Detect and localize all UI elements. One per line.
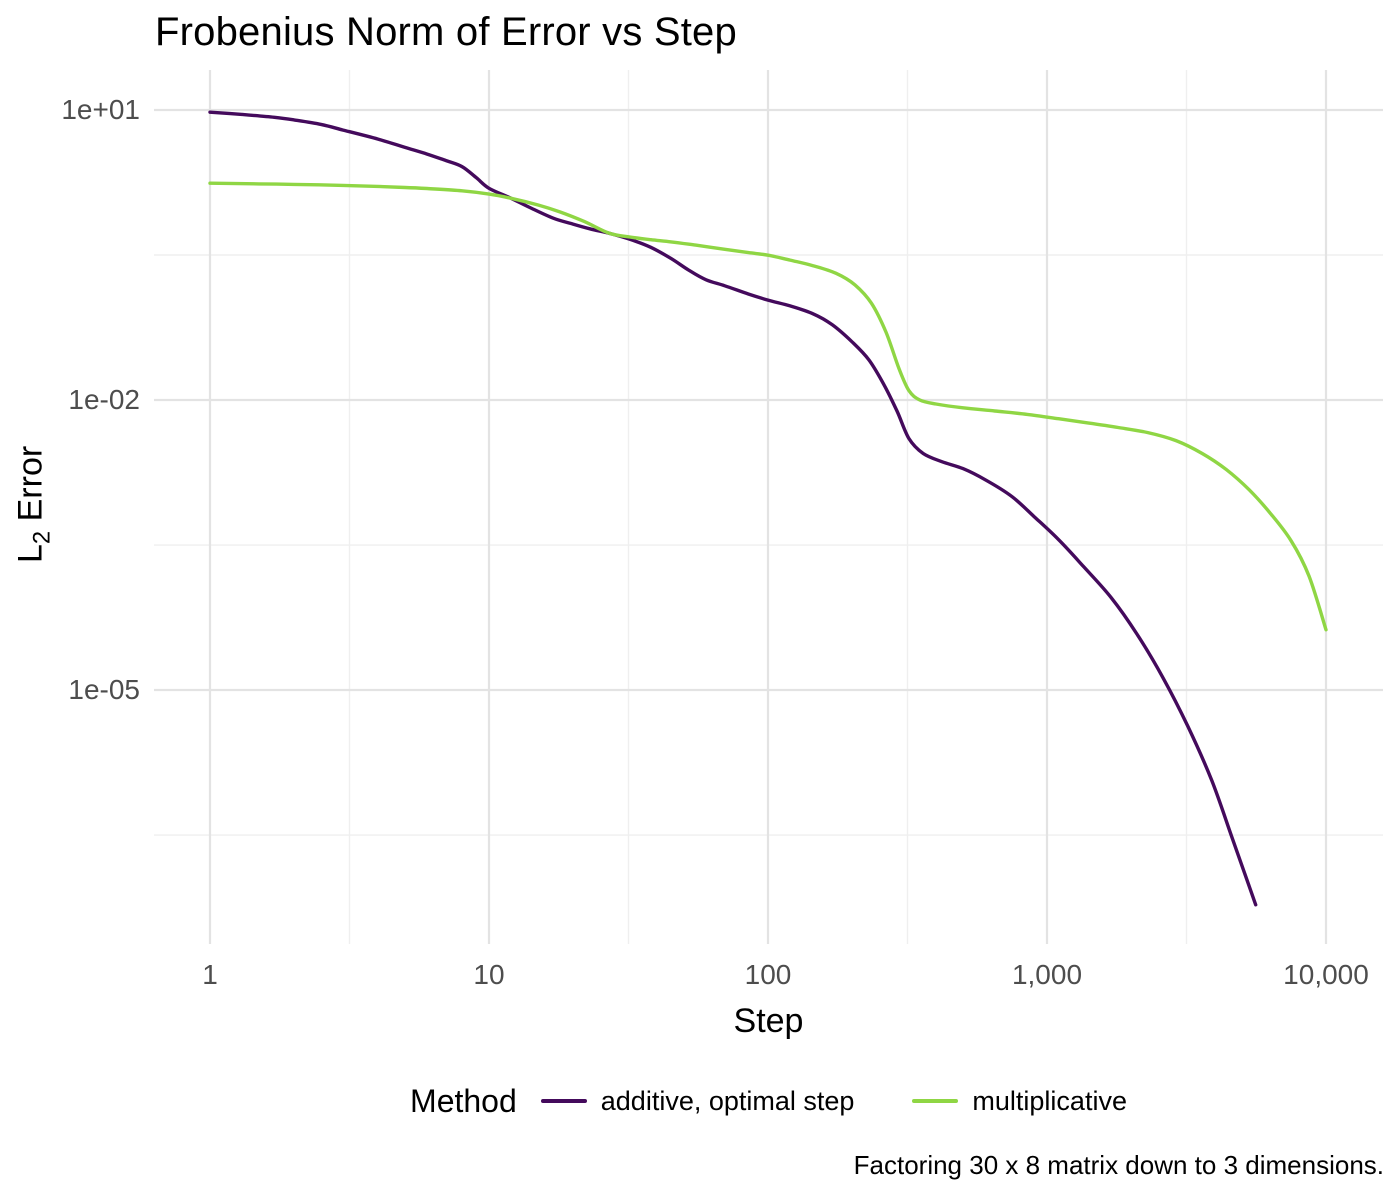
x-tick-label: 10,000 [1283, 959, 1369, 990]
line-additive-optimal-step [208, 110, 1258, 907]
legend-key-line [912, 1099, 959, 1103]
y-axis-title-rest: Error [11, 445, 50, 531]
plot-title: Frobenius Norm of Error vs Step [155, 10, 737, 54]
y-axis-title-subscript: 2 [28, 530, 56, 545]
y-tick-label: 1e+01 [61, 94, 140, 125]
x-axis-title: Step [733, 1002, 804, 1040]
legend-entry-label: additive, optimal step [600, 1085, 855, 1116]
legend-title: Method [410, 1082, 517, 1119]
legend-key-line [540, 1099, 587, 1103]
legend: Method additive, optimal step multiplicat… [154, 1076, 1383, 1126]
gridlines-major [154, 70, 1383, 944]
legend-entry-label: multiplicative [972, 1085, 1127, 1116]
x-tick-label: 100 [744, 959, 792, 990]
series-lines [208, 110, 1328, 907]
y-axis-title: L2 Error [12, 354, 57, 654]
y-tick-label: 1e-05 [68, 674, 140, 706]
y-tick-label: 1e-02 [68, 384, 140, 415]
x-tick-label: 10 [473, 959, 505, 990]
y-axis-title-main: L [11, 544, 50, 563]
legend-entry: multiplicative [912, 1086, 1127, 1117]
x-tick-label: 1,000 [1011, 959, 1083, 990]
legend-entries: additive, optimal step multiplicative [540, 1085, 1127, 1117]
line-multiplicative [208, 181, 1328, 632]
x-tick-label: 1 [202, 959, 218, 990]
caption: Factoring 30 x 8 matrix down to 3 dimens… [853, 1150, 1384, 1180]
legend-entry: additive, optimal step [540, 1085, 855, 1117]
